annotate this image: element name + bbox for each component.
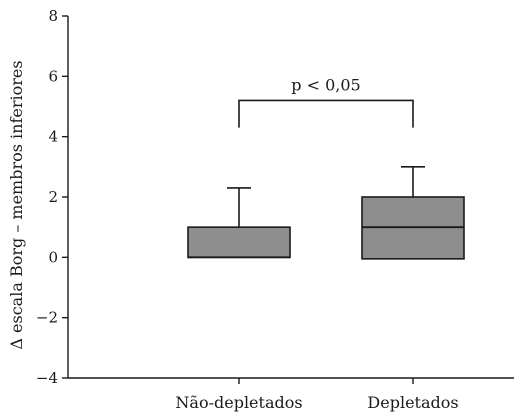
significance-bracket bbox=[238, 99, 414, 128]
y-axis: −4 −2 0 2 4 6 8 bbox=[36, 7, 69, 387]
y-axis-title: Δ escala Borg – membros inferiores bbox=[7, 60, 26, 349]
y-tick-label: 4 bbox=[48, 128, 58, 146]
boxes bbox=[187, 166, 465, 260]
box-1 bbox=[187, 187, 291, 259]
x-axis: Não-depletados Depletados bbox=[68, 377, 514, 412]
significance-label: p < 0,05 bbox=[291, 75, 360, 94]
y-tick-label: 6 bbox=[48, 67, 58, 85]
x-tick-label: Depletados bbox=[367, 393, 458, 412]
significance-annotation: p < 0,05 bbox=[238, 75, 414, 128]
box-rect bbox=[187, 226, 291, 259]
x-tick-label: Não-depletados bbox=[175, 393, 302, 412]
y-tick-label: −4 bbox=[36, 369, 58, 387]
y-tick-label: 0 bbox=[48, 248, 58, 266]
y-tick-label: 8 bbox=[48, 7, 58, 25]
y-tick-label: 2 bbox=[48, 188, 58, 206]
box-2 bbox=[361, 166, 465, 260]
y-tick-label: −2 bbox=[36, 309, 58, 327]
